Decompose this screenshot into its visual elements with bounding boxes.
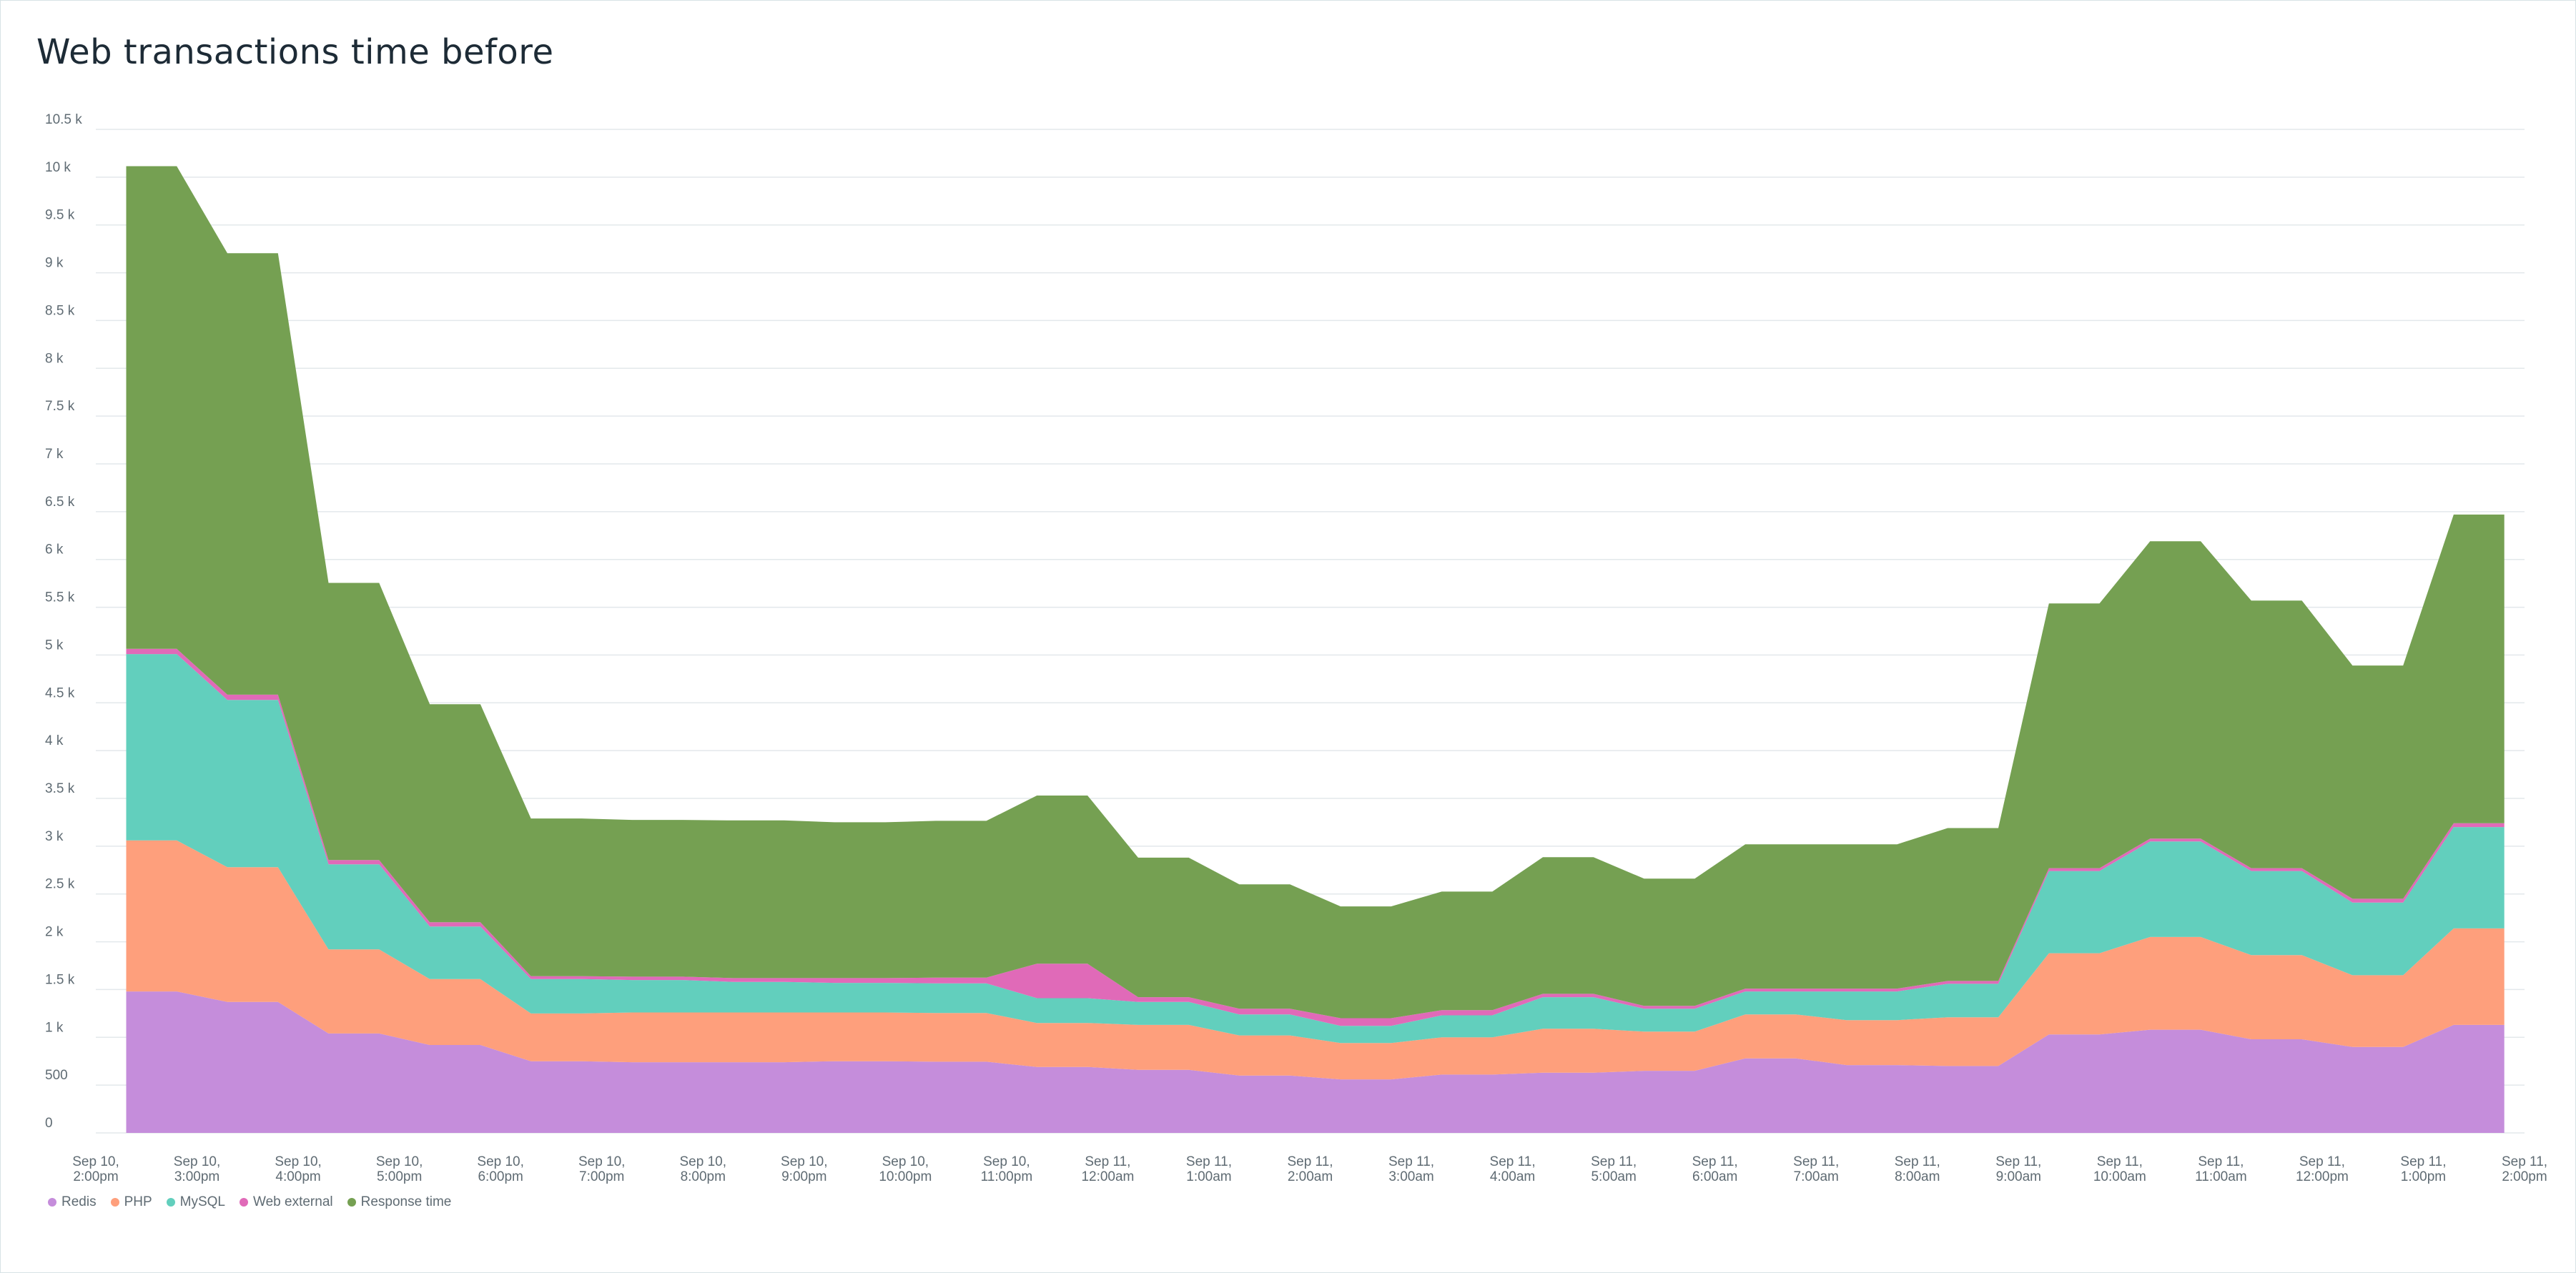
legend-item[interactable]: Redis: [48, 1194, 97, 1210]
y-tick-label: 0: [45, 1116, 53, 1131]
x-tick-label: Sep 10, 10:00pm: [879, 1154, 932, 1184]
legend-item[interactable]: MySQL: [166, 1194, 226, 1210]
y-tick-label: 1 k: [45, 1020, 64, 1035]
x-tick-label: Sep 11, 11:00am: [2195, 1154, 2247, 1184]
y-tick-label: 8 k: [45, 351, 64, 366]
legend-label: MySQL: [179, 1194, 226, 1209]
legend-swatch: [110, 1198, 119, 1207]
y-tick-label: 5 k: [45, 638, 64, 653]
y-tick-label: 4 k: [45, 733, 64, 748]
y-tick-label: 10.5 k: [45, 112, 82, 127]
legend-item[interactable]: Web external: [240, 1194, 333, 1210]
legend-swatch: [240, 1198, 249, 1207]
y-tick-label: 6 k: [45, 543, 64, 558]
x-tick-label: Sep 11, 3:00am: [1388, 1154, 1434, 1184]
legend-swatch: [166, 1198, 175, 1207]
x-tick-label: Sep 11, 12:00am: [1081, 1154, 1134, 1184]
y-tick-label: 9.5 k: [45, 208, 75, 223]
y-tick-label: 4.5 k: [45, 685, 75, 700]
x-tick-label: Sep 11, 10:00am: [2093, 1154, 2146, 1184]
x-tick-label: Sep 11, 4:00am: [1490, 1154, 1536, 1184]
y-tick-label: 3.5 k: [45, 781, 75, 796]
y-tick-label: 9 k: [45, 256, 64, 271]
y-tick-label: 7.5 k: [45, 399, 75, 414]
x-tick-label: Sep 10, 11:00pm: [981, 1154, 1033, 1184]
x-tick-label: Sep 10, 7:00pm: [578, 1154, 626, 1184]
x-tick-label: Sep 10, 4:00pm: [275, 1154, 322, 1184]
legend-label: Redis: [61, 1194, 97, 1209]
x-tick-label: Sep 10, 8:00pm: [680, 1154, 727, 1184]
x-tick-label: Sep 10, 2:00pm: [72, 1154, 119, 1184]
x-tick-label: Sep 11, 1:00pm: [2400, 1154, 2446, 1184]
x-tick-label: Sep 10, 9:00pm: [781, 1154, 828, 1184]
x-tick-label: Sep 11, 5:00am: [1591, 1154, 1637, 1184]
x-tick-label: Sep 11, 8:00am: [1895, 1154, 1940, 1184]
legend-swatch: [48, 1198, 56, 1207]
x-tick-label: Sep 11, 12:00pm: [2296, 1154, 2349, 1184]
y-tick-label: 7 k: [45, 447, 64, 462]
y-tick-label: 3 k: [45, 829, 64, 844]
legend-swatch: [347, 1198, 356, 1207]
x-tick-label: Sep 11, 9:00am: [1995, 1154, 2041, 1184]
legend-item[interactable]: PHP: [110, 1194, 152, 1210]
area-php: [126, 840, 2505, 1080]
x-tick-label: Sep 10, 6:00pm: [477, 1154, 524, 1184]
y-tick-label: 8.5 k: [45, 303, 75, 318]
y-tick-label: 1.5 k: [45, 972, 75, 987]
legend-label: PHP: [124, 1194, 152, 1209]
area-redis: [126, 991, 2505, 1133]
y-tick-label: 2.5 k: [45, 877, 75, 892]
chart-legend: Redis PHP MySQL Web external Response time: [48, 1194, 451, 1210]
x-tick-label: Sep 11, 7:00am: [1793, 1154, 1839, 1184]
y-tick-label: 6.5 k: [45, 495, 75, 510]
legend-label: Response time: [360, 1194, 452, 1209]
x-tick-label: Sep 11, 1:00am: [1186, 1154, 1232, 1184]
x-tick-label: Sep 10, 5:00pm: [376, 1154, 423, 1184]
x-tick-label: Sep 11, 2:00pm: [2502, 1154, 2547, 1184]
chart-title: Web transactions time before: [36, 32, 554, 72]
x-tick-label: Sep 11, 6:00am: [1692, 1154, 1738, 1184]
y-tick-label: 500: [45, 1068, 68, 1083]
y-tick-label: 10 k: [45, 160, 71, 175]
y-tick-label: 5.5 k: [45, 590, 75, 605]
x-tick-label: Sep 11, 2:00am: [1287, 1154, 1333, 1184]
legend-item[interactable]: Response time: [347, 1194, 452, 1210]
y-tick-label: 2 k: [45, 925, 64, 940]
x-tick-label: Sep 10, 3:00pm: [174, 1154, 221, 1184]
legend-label: Web external: [253, 1194, 333, 1209]
